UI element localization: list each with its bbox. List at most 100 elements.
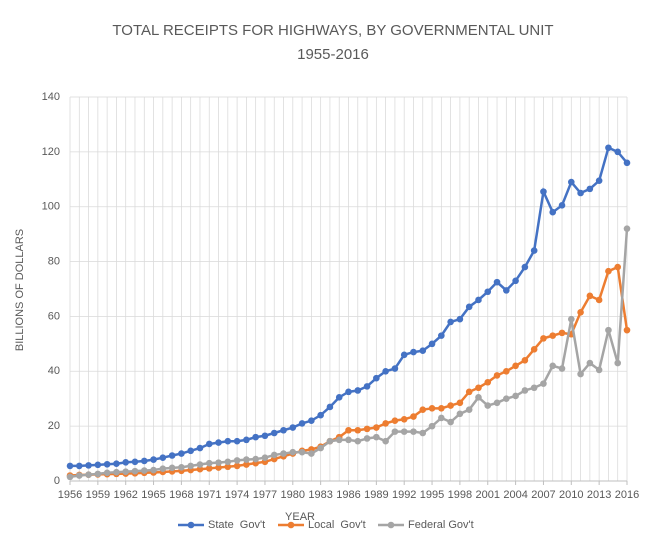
data-point — [243, 461, 250, 468]
data-point — [614, 148, 622, 156]
data-point — [595, 177, 603, 184]
data-point — [233, 462, 241, 470]
data-point — [131, 458, 139, 466]
data-point — [475, 394, 482, 401]
data-point — [549, 332, 557, 339]
data-point — [540, 188, 547, 195]
data-point — [280, 450, 287, 457]
data-point — [289, 424, 297, 431]
data-point — [224, 437, 232, 445]
data-point — [428, 422, 436, 430]
data-point — [568, 178, 575, 186]
data-point — [261, 432, 269, 440]
data-point — [465, 388, 473, 396]
data-point — [391, 428, 399, 435]
data-point — [66, 462, 74, 470]
y-tick-label: 120 — [42, 146, 60, 158]
data-point — [400, 415, 408, 423]
data-point — [605, 267, 612, 275]
y-tick-label: 80 — [48, 255, 60, 267]
data-point — [530, 384, 538, 392]
data-point — [419, 347, 427, 355]
data-point — [280, 426, 287, 434]
y-axis-title: BILLIONS OF DOLLARS — [14, 229, 26, 351]
data-point — [252, 455, 259, 463]
data-point — [391, 417, 399, 424]
data-point — [178, 450, 185, 457]
legend-label: Local Gov't — [308, 519, 366, 531]
data-point — [289, 448, 297, 456]
data-point — [103, 460, 111, 468]
x-axis-title: YEAR — [285, 511, 315, 523]
data-point — [345, 426, 352, 434]
data-point — [540, 335, 547, 342]
data-point — [215, 464, 222, 471]
x-tick-label: 1971 — [197, 489, 221, 501]
data-point — [447, 418, 454, 426]
data-point — [438, 414, 445, 422]
data-point — [558, 202, 566, 209]
data-point — [577, 189, 584, 197]
data-point — [243, 436, 250, 444]
data-point — [438, 405, 445, 412]
x-tick-label: 2010 — [559, 489, 583, 501]
x-tick-label: 1980 — [281, 489, 305, 501]
data-point — [419, 429, 427, 437]
data-point — [595, 296, 603, 304]
data-point — [447, 318, 454, 326]
data-point — [484, 378, 492, 386]
data-point — [503, 367, 510, 375]
data-point — [168, 464, 176, 472]
data-point — [75, 472, 83, 479]
data-point — [196, 465, 204, 473]
data-point — [131, 467, 139, 475]
data-point — [354, 426, 362, 434]
data-point — [456, 399, 464, 407]
data-point — [243, 456, 250, 463]
data-point — [623, 225, 631, 232]
data-point — [586, 185, 594, 193]
data-point — [224, 458, 232, 466]
data-point — [623, 159, 631, 167]
x-tick-label: 1989 — [364, 489, 388, 501]
x-tick-label: 1977 — [253, 489, 277, 501]
x-tick-label: 1986 — [336, 489, 360, 501]
data-point — [512, 392, 519, 400]
data-point — [447, 402, 454, 409]
data-point — [150, 456, 157, 463]
data-point — [122, 459, 129, 466]
data-point — [568, 315, 575, 323]
data-point — [373, 374, 380, 382]
data-point — [605, 326, 612, 334]
data-point — [113, 460, 120, 468]
data-point — [317, 444, 324, 452]
data-point — [354, 387, 362, 394]
data-point — [196, 461, 204, 468]
data-point — [512, 362, 519, 370]
chart-subtitle: 1955-2016 — [297, 46, 369, 63]
data-point — [577, 309, 584, 316]
x-tick-label: 2004 — [503, 489, 527, 501]
data-point — [595, 366, 603, 374]
x-tick-label: 2001 — [476, 489, 500, 501]
data-point — [298, 420, 306, 427]
data-point — [484, 402, 492, 409]
data-point — [419, 406, 427, 413]
data-point — [549, 362, 557, 370]
data-point — [540, 380, 547, 387]
data-point — [521, 357, 529, 364]
data-point — [345, 436, 352, 444]
data-point — [215, 459, 222, 466]
data-point — [233, 437, 241, 445]
y-tick-label: 100 — [42, 201, 60, 213]
data-point — [456, 315, 464, 323]
x-tick-label: 1983 — [308, 489, 332, 501]
x-tick-label: 1992 — [392, 489, 416, 501]
data-point — [475, 384, 482, 392]
data-point — [270, 451, 278, 459]
data-point — [465, 406, 473, 413]
data-point — [456, 410, 464, 418]
data-point — [382, 420, 389, 427]
y-tick-label: 20 — [48, 420, 60, 432]
